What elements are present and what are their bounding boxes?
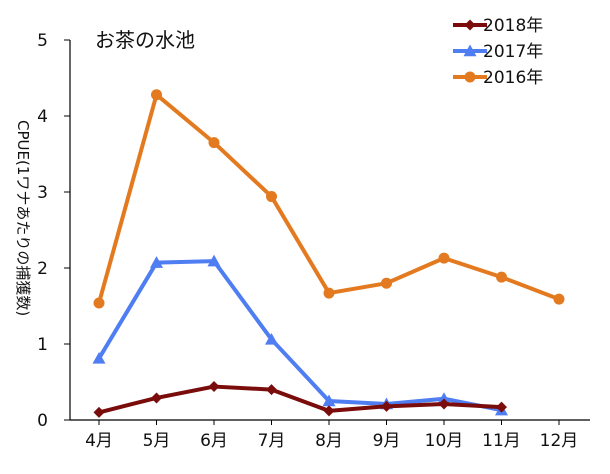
y-tick-label: 4 <box>37 107 48 127</box>
data-point <box>323 287 335 299</box>
x-tick-label: 10月 <box>425 431 464 451</box>
data-point <box>322 394 336 407</box>
series-line <box>98 384 502 415</box>
y-tick-label: 3 <box>37 183 48 203</box>
data-point <box>208 381 220 393</box>
legend-marker <box>463 44 477 57</box>
axes: 0 1 2 3 4 5 4月 5月 6月 7月 8月 9月 10月 11月 12月 <box>37 31 590 451</box>
series-2018年 <box>93 381 507 418</box>
data-point <box>92 351 106 364</box>
legend-label: 2017年 <box>483 42 543 62</box>
data-point <box>93 297 105 309</box>
legend-item: 2016年 <box>453 68 543 88</box>
data-point <box>381 277 392 289</box>
legend-item: 2018年 <box>453 16 543 36</box>
data-point <box>266 384 277 396</box>
x-tick-label: 7月 <box>258 431 286 451</box>
series-line <box>97 92 560 304</box>
legend-label: 2018年 <box>483 16 543 36</box>
data-point <box>381 400 392 412</box>
x-tick-label: 8月 <box>315 431 343 451</box>
x-tick-label: 4月 <box>85 431 113 451</box>
data-point <box>323 405 335 417</box>
chart-title: お茶の水池 <box>95 28 195 52</box>
data-point <box>438 398 450 410</box>
x-tick-label: 6月 <box>200 431 228 451</box>
x-tick-label: 5月 <box>143 431 171 451</box>
series-2016年 <box>93 89 565 309</box>
data-point <box>266 191 277 203</box>
x-tick-label: 11月 <box>482 431 521 451</box>
data-point <box>438 252 450 264</box>
x-tick-label: 9月 <box>373 431 401 451</box>
series-layer <box>92 89 565 418</box>
data-point <box>93 406 105 418</box>
legend-marker <box>464 19 476 31</box>
data-point <box>207 254 221 267</box>
y-tick-label: 5 <box>37 31 48 51</box>
data-point <box>265 332 278 345</box>
data-point <box>151 89 162 101</box>
data-point <box>553 293 565 305</box>
data-point <box>496 271 507 283</box>
y-tick-label: 1 <box>37 335 48 355</box>
x-tick-label: 12月 <box>540 431 579 451</box>
y-tick-label: 2 <box>37 259 48 279</box>
legend: 2018年 2017年 2016年 <box>453 16 543 88</box>
y-axis-label: CPUE(1ワナあたりの捕獲数) <box>14 120 32 316</box>
y-tick-label: 0 <box>37 411 48 431</box>
data-point <box>496 401 507 413</box>
data-point <box>437 392 451 404</box>
series-2017年 <box>92 254 508 416</box>
legend-item: 2017年 <box>453 42 543 62</box>
legend-marker <box>464 71 476 83</box>
series-line <box>97 259 502 413</box>
data-point <box>150 256 163 268</box>
legend-label: 2016年 <box>483 68 543 88</box>
data-point <box>151 392 162 404</box>
data-point <box>208 137 220 149</box>
